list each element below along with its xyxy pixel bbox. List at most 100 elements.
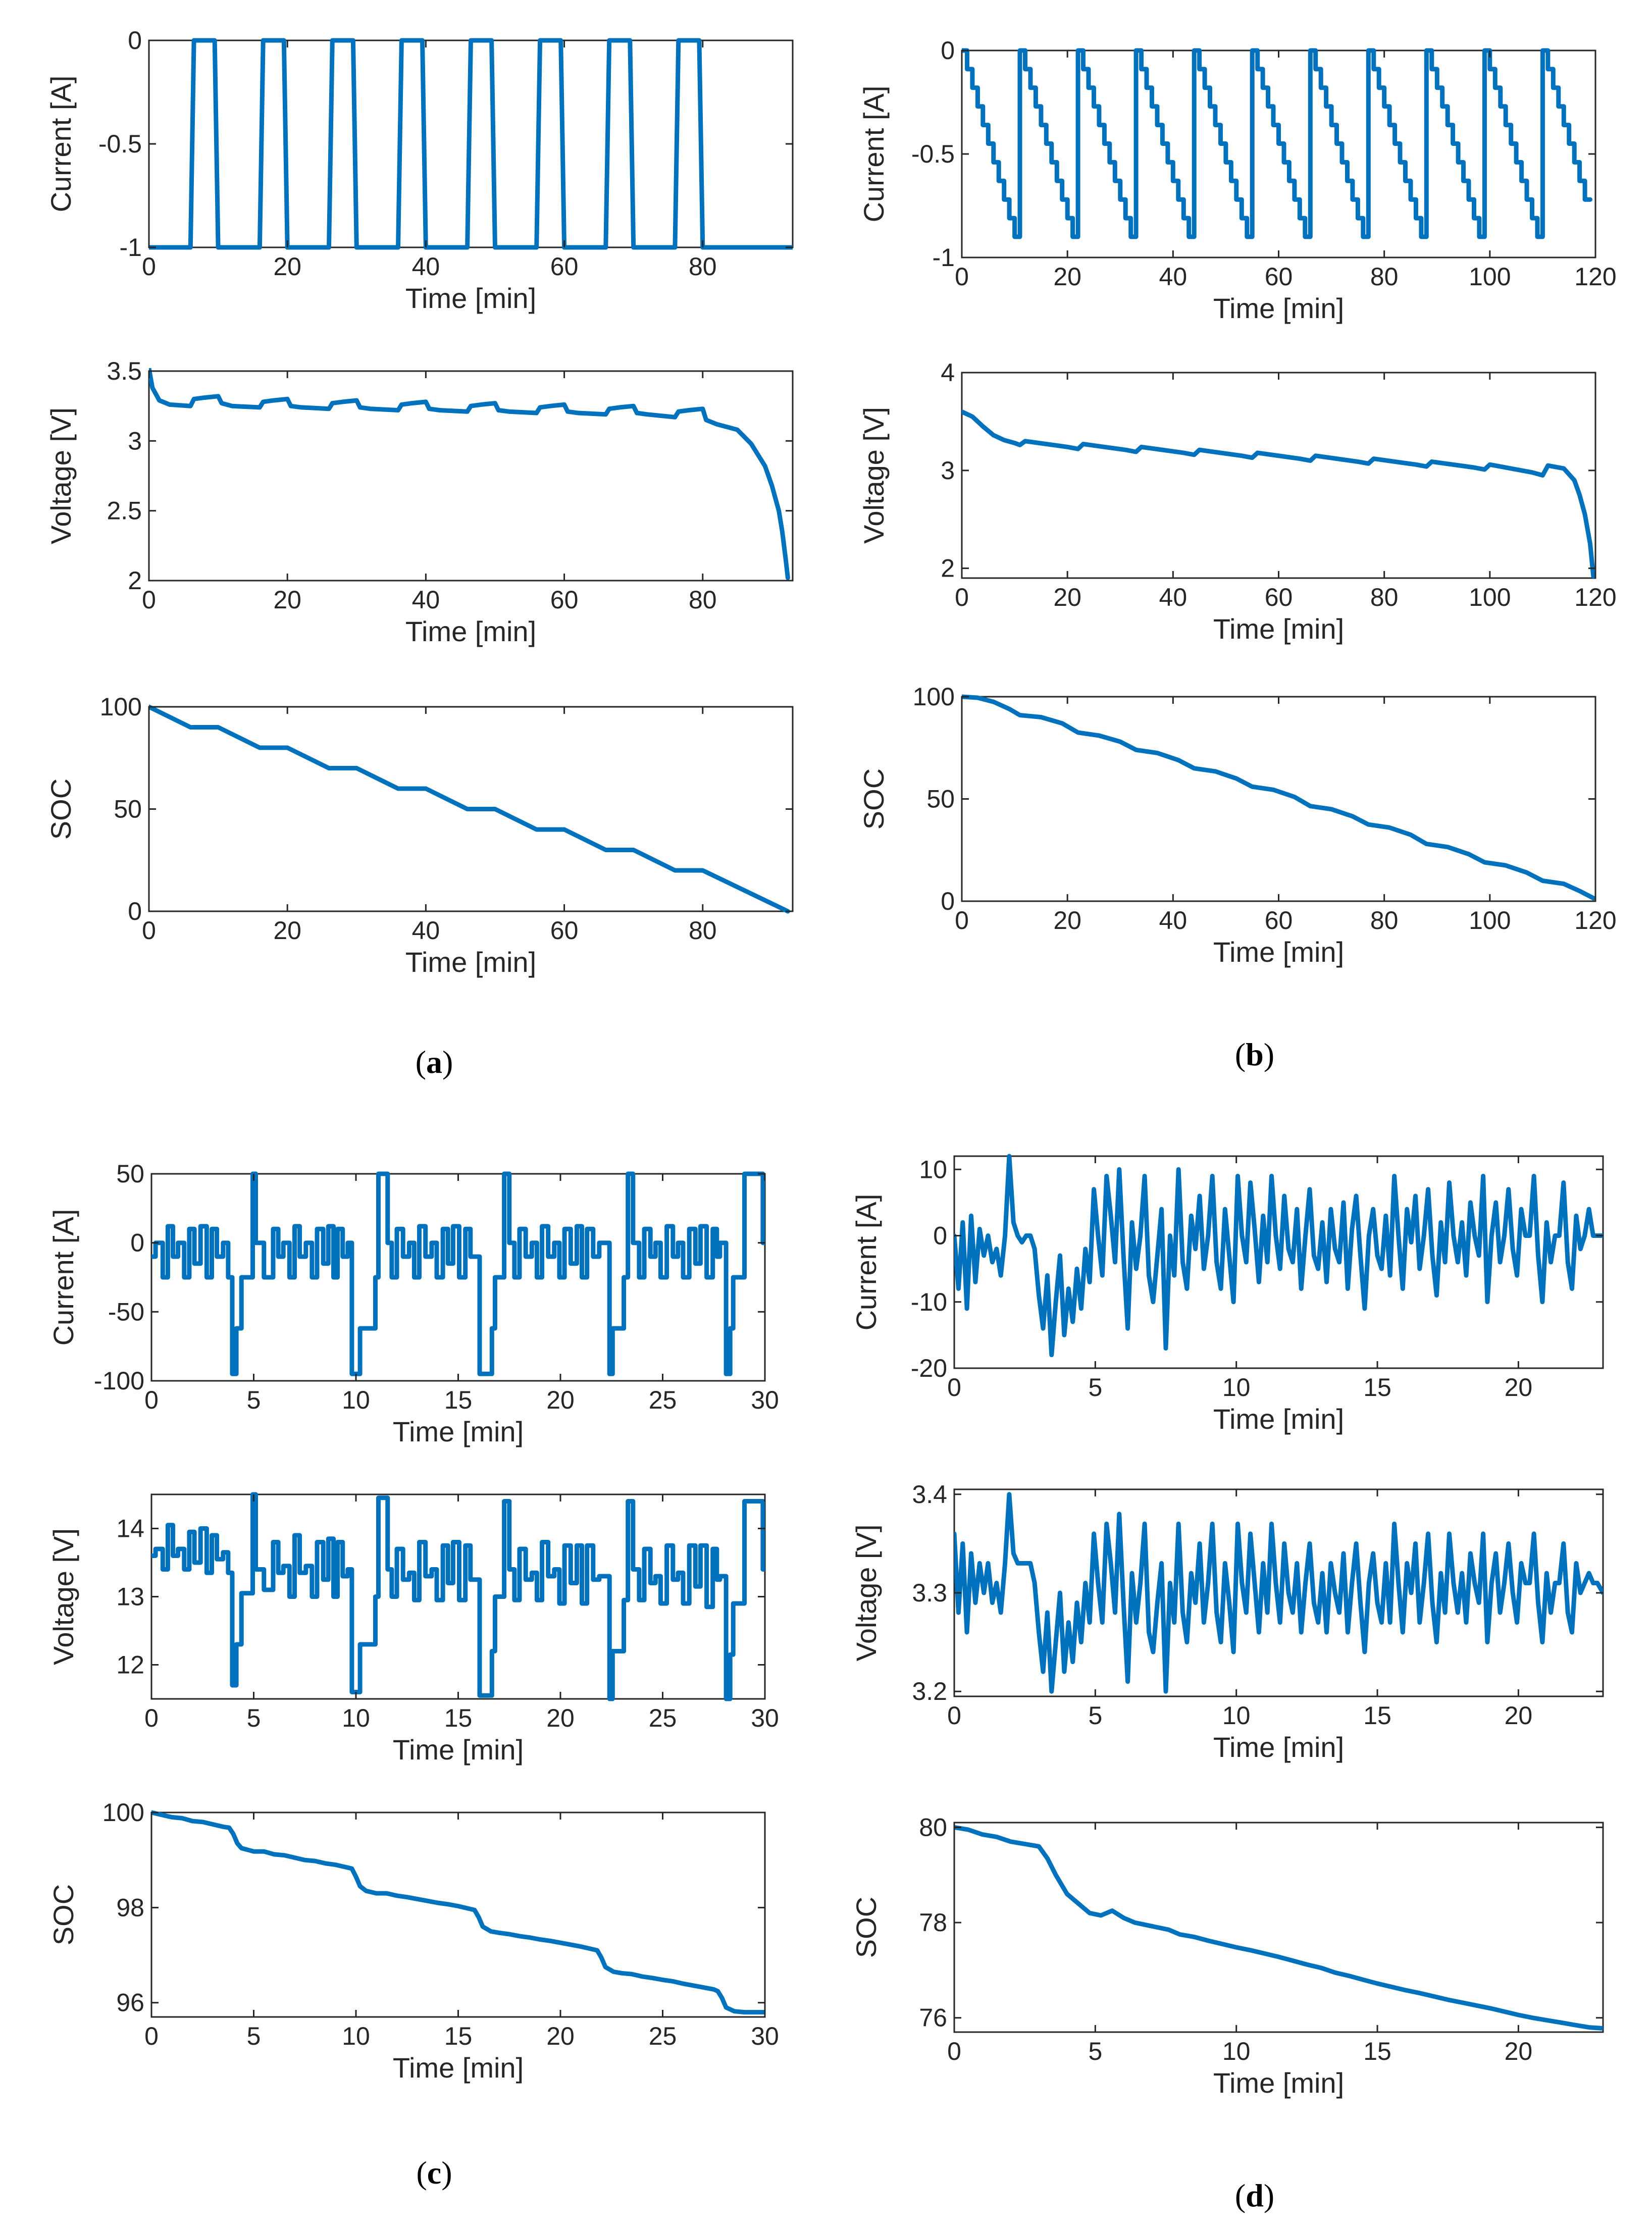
series-line <box>151 1492 765 1701</box>
x-tick-label: 80 <box>689 252 717 281</box>
x-tick-label: 0 <box>947 1701 961 1730</box>
y-tick-label: 0 <box>941 887 955 915</box>
x-tick-label: 60 <box>550 252 579 281</box>
y-tick-label: 0 <box>130 1229 144 1257</box>
y-axis-label: SOC <box>47 1884 79 1945</box>
subplot-c-voltage: 0 5 10 15 20 25 30 12 13 14 Time [min] Voltage [V] <box>47 1492 779 1766</box>
x-tick-label: 30 <box>751 1704 779 1732</box>
y-axis-label: Current [A] <box>47 1209 79 1346</box>
x-tick-label: 20 <box>1505 1701 1533 1730</box>
x-tick-label: 80 <box>689 916 717 945</box>
subplot-c-current: 0 5 10 15 20 25 30 -100 -50 0 50 Time [min] Current … <box>47 1160 779 1447</box>
x-tick-label: 0 <box>142 252 156 281</box>
series-line <box>954 1154 1603 1358</box>
x-axis-label: Time [min] <box>1213 1403 1344 1435</box>
series-line <box>151 1810 765 2015</box>
y-tick-label: -50 <box>108 1298 144 1326</box>
y-tick-label: -100 <box>94 1367 144 1395</box>
x-tick-label: 0 <box>142 916 156 945</box>
x-tick-label: 0 <box>144 2022 159 2050</box>
x-tick-label: 20 <box>1505 1373 1533 1402</box>
x-tick-label: 100 <box>1469 906 1511 935</box>
x-tick-label: 15 <box>444 1386 473 1414</box>
x-tick-label: 20 <box>273 252 301 281</box>
y-tick-label: 80 <box>919 1813 947 1841</box>
series-line <box>149 704 790 914</box>
x-tick-label: 80 <box>1370 263 1399 291</box>
y-tick-label: 50 <box>116 1160 144 1188</box>
series-line <box>962 48 1592 239</box>
x-tick-label: 0 <box>142 586 156 614</box>
y-axis-label: Voltage [V] <box>47 1528 79 1665</box>
x-tick-label: 100 <box>1469 263 1511 291</box>
x-tick-label: 25 <box>649 1386 677 1414</box>
y-tick-label: -0.5 <box>911 140 955 168</box>
y-tick-label: 0 <box>933 1222 947 1250</box>
x-tick-label: 60 <box>550 916 579 945</box>
y-tick-label: 3.4 <box>912 1480 947 1509</box>
x-tick-label: 5 <box>247 2022 261 2050</box>
x-tick-label: 0 <box>144 1704 159 1732</box>
y-tick-label: 96 <box>116 1989 144 2017</box>
x-tick-label: 40 <box>412 586 440 614</box>
y-tick-label: 4 <box>941 358 955 387</box>
subplot-b-voltage: 0 20 40 60 80 100 120 2 3 4 Time [min] Voltage [V] <box>858 358 1617 645</box>
caption-b: (b) <box>1235 1036 1274 1072</box>
y-tick-label: 78 <box>919 1908 947 1937</box>
subplot-b-soc: 0 20 40 60 80 100 120 0 50 100 Time [min] SOC <box>858 683 1617 968</box>
y-tick-label: 50 <box>926 785 955 813</box>
y-axis-label: Current [A] <box>45 76 77 213</box>
series-line <box>962 409 1595 579</box>
x-tick-label: 0 <box>955 263 969 291</box>
x-tick-label: 5 <box>1088 1701 1102 1730</box>
y-tick-label: 13 <box>116 1583 144 1611</box>
subplot-d-voltage: 0 5 10 15 20 3.2 3.3 3.4 Time [min] Voltage [V] <box>850 1480 1604 1763</box>
y-tick-label: 76 <box>919 2004 947 2032</box>
y-tick-label: 2.5 <box>107 497 142 525</box>
x-tick-label: 40 <box>1159 263 1188 291</box>
x-axis-label: Time [min] <box>405 946 536 978</box>
axes-frame <box>953 1822 1604 2033</box>
y-tick-label: 14 <box>116 1515 144 1543</box>
x-axis-label: Time [min] <box>1213 613 1344 645</box>
y-axis-label: Voltage [V] <box>850 1525 882 1662</box>
x-tick-label: 15 <box>444 2022 473 2050</box>
y-tick-label: 3 <box>941 456 955 485</box>
y-tick-label: 12 <box>116 1651 144 1679</box>
x-tick-label: 20 <box>546 2022 575 2050</box>
x-tick-label: 10 <box>1222 2037 1251 2065</box>
x-tick-label: 15 <box>444 1704 473 1732</box>
y-tick-label: 0 <box>128 26 142 55</box>
caption-a: (a) <box>416 1044 453 1080</box>
y-axis-label: SOC <box>858 768 890 830</box>
x-tick-label: 20 <box>546 1704 575 1732</box>
x-tick-label: 60 <box>1265 263 1293 291</box>
caption-d: (d) <box>1235 2178 1274 2213</box>
subplot-d-soc: 0 5 10 15 20 76 78 80 Time [min] SOC <box>850 1813 1604 2099</box>
x-tick-label: 10 <box>342 2022 370 2050</box>
x-tick-label: 20 <box>273 586 301 614</box>
x-tick-label: 15 <box>1363 2037 1391 2065</box>
y-axis-label: Voltage [V] <box>45 407 77 544</box>
y-axis-label: Voltage [V] <box>858 407 890 544</box>
x-tick-label: 0 <box>144 1386 159 1414</box>
y-tick-label: 3 <box>128 427 142 455</box>
x-tick-label: 40 <box>1159 583 1188 611</box>
captions-layer: (a) (b) (c) (d) <box>416 1036 1274 2213</box>
x-tick-label: 15 <box>1363 1373 1391 1402</box>
y-axis-label: SOC <box>45 779 77 840</box>
x-tick-label: 10 <box>342 1386 370 1414</box>
x-tick-label: 60 <box>1265 906 1293 935</box>
x-axis-label: Time [min] <box>1213 936 1344 968</box>
series-line <box>954 1825 1603 2031</box>
x-tick-label: 0 <box>947 2037 961 2065</box>
x-tick-label: 60 <box>550 586 579 614</box>
x-tick-label: 20 <box>1053 906 1081 935</box>
x-tick-label: 0 <box>947 1373 961 1402</box>
series-line <box>149 38 793 250</box>
x-tick-label: 20 <box>1505 2037 1533 2065</box>
y-axis-label: Current [A] <box>858 86 890 223</box>
